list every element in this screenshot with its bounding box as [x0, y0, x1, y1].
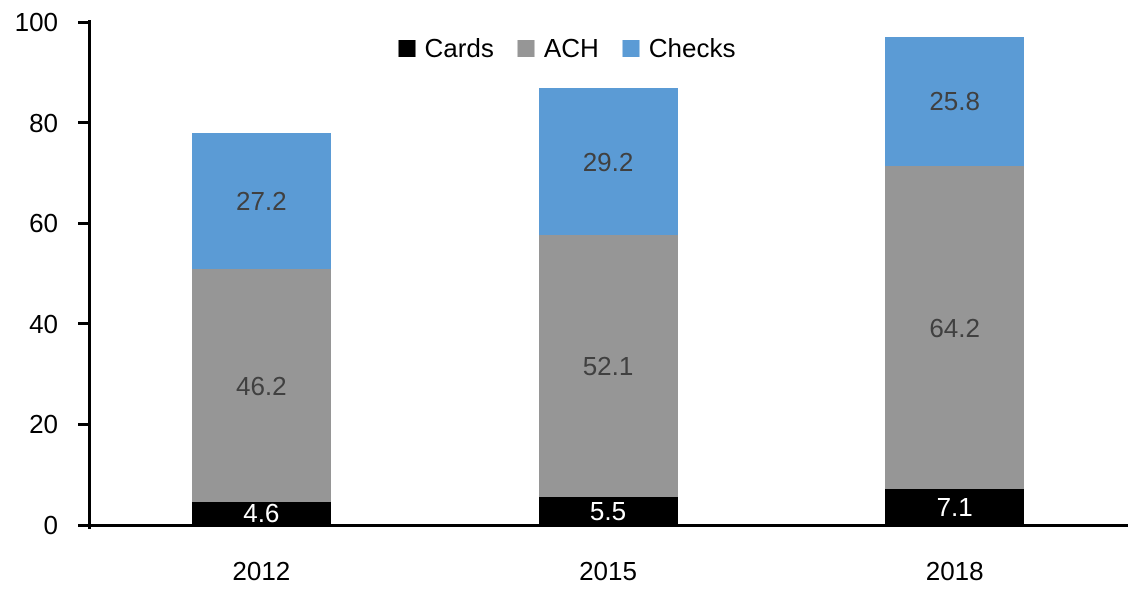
legend-item-checks: Checks [622, 33, 736, 63]
x-category-label: 2012 [232, 556, 291, 586]
bar-segment-cards-2012 [191, 501, 331, 525]
y-tick [78, 422, 88, 426]
legend: Cards ACH Checks [398, 33, 736, 63]
y-tick [78, 221, 88, 225]
y-tick-label: 80 [29, 107, 58, 138]
legend-label-ach: ACH [543, 33, 599, 63]
y-tick [78, 322, 88, 326]
bar-segment-ach-2018 [885, 166, 1025, 490]
bar-value-label: 46.2 [236, 370, 287, 401]
bar-segment-cards-2018 [885, 489, 1025, 525]
bar-segment-cards-2015 [538, 497, 678, 525]
x-category-label: 2015 [579, 556, 637, 586]
y-tick [78, 121, 88, 125]
y-tick-label: 100 [14, 7, 58, 37]
bar-value-label: 5.5 [589, 496, 627, 527]
x-axis-line [88, 524, 1128, 527]
y-tick-label: 60 [29, 208, 58, 239]
bar-value-label: 27.2 [236, 186, 287, 217]
bar-segment-checks-2018 [885, 36, 1025, 167]
x-category-label: 2018 [925, 556, 984, 586]
bar-value-label: 64.2 [929, 312, 980, 343]
y-tick-label: 0 [43, 510, 58, 540]
legend-swatch-ach [517, 39, 535, 57]
y-tick [78, 523, 88, 527]
y-tick-label: 20 [29, 409, 58, 440]
y-tick-label: 40 [29, 308, 58, 339]
legend-swatch-checks [622, 39, 640, 57]
bar-value-label: 25.8 [929, 86, 980, 117]
legend-label-cards: Cards [424, 33, 494, 63]
bar-segment-checks-2015 [538, 88, 678, 236]
bar-value-label: 29.2 [582, 146, 634, 177]
bar-value-label: 7.1 [936, 492, 973, 523]
bar-segment-ach-2012 [191, 269, 331, 502]
legend-swatch-cards [398, 39, 416, 57]
legend-item-ach: ACH [517, 33, 599, 63]
bar-value-label: 4.6 [243, 498, 280, 529]
bar-value-label: 52.1 [582, 351, 634, 382]
y-tick [78, 20, 88, 24]
legend-label-checks: Checks [648, 33, 736, 63]
bar-segment-checks-2012 [191, 132, 331, 270]
legend-item-cards: Cards [398, 33, 494, 63]
y-axis-line [88, 20, 91, 529]
bar-segment-ach-2015 [538, 235, 678, 498]
